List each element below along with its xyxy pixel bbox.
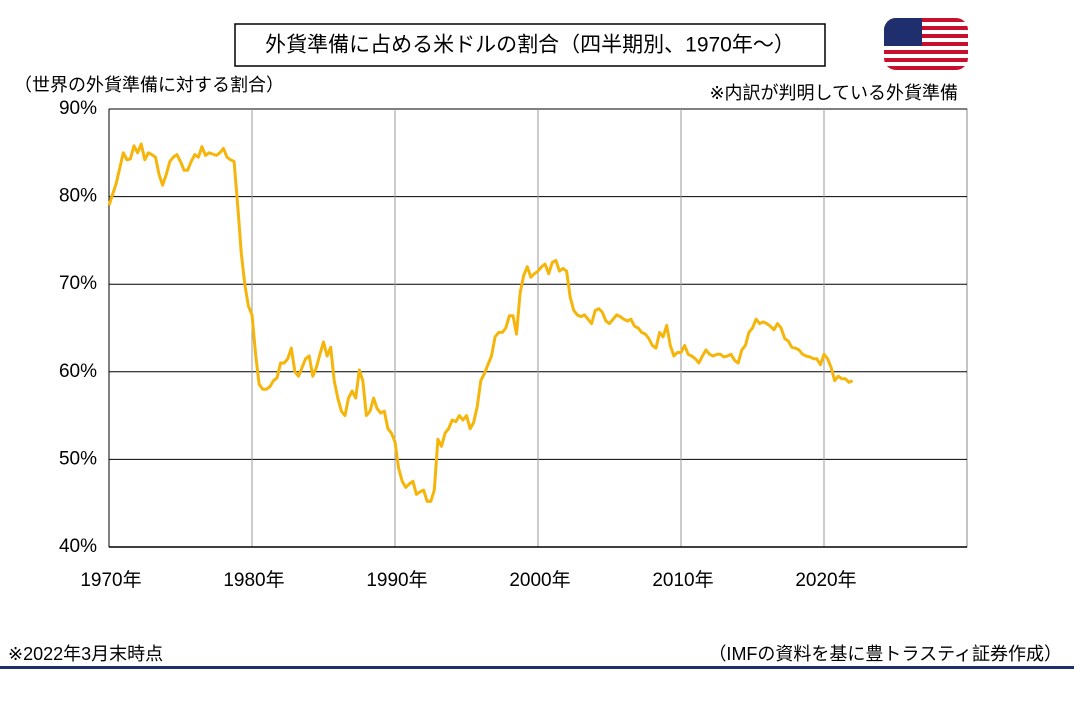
- y-tick-label: 60%: [59, 361, 97, 382]
- x-tick-label: 1990年: [366, 569, 427, 591]
- x-tick-label: 1970年: [80, 569, 141, 591]
- x-tick-label: 2010年: [652, 569, 713, 591]
- x-tick-label: 2020年: [795, 569, 856, 591]
- y-tick-label: 70%: [59, 273, 97, 294]
- us-flag: [884, 18, 968, 70]
- y-axis-label: （世界の外貨準備に対する割合）: [14, 75, 284, 95]
- chart-title: 外貨準備に占める米ドルの割合（四半期別、1970年～）: [265, 34, 795, 57]
- footer-rule: [0, 666, 1074, 669]
- annotation: ※内訳が判明している外貨準備: [709, 83, 958, 103]
- x-tick-label: 1980年: [223, 569, 284, 591]
- data-line: [107, 142, 854, 503]
- y-tick-label: 50%: [59, 448, 97, 469]
- y-tick-label: 80%: [59, 186, 97, 207]
- title-box: [234, 23, 826, 67]
- y-tick-label: 90%: [59, 98, 97, 119]
- x-tick-label: 2000年: [509, 569, 570, 591]
- footnote: ※2022年3月末時点: [8, 644, 163, 664]
- y-tick-label: 40%: [59, 536, 97, 557]
- source: （IMFの資料を基に豊トラスティ証券作成）: [708, 644, 1062, 664]
